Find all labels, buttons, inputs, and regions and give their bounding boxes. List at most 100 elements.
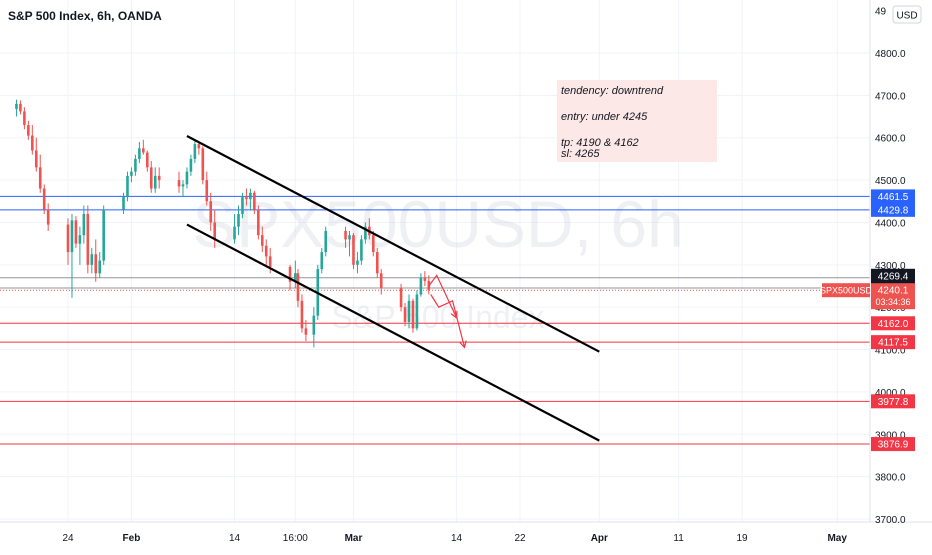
forecast-arrow-2[interactable] [430,294,466,348]
candle-body [15,103,18,109]
candle-body [411,300,415,329]
candle-body [288,266,292,282]
candle [130,167,133,183]
candlesticks [15,99,431,348]
candle-body [82,213,86,236]
level-label: 3977.8 [878,397,909,408]
candle [237,205,240,236]
candle [86,205,90,274]
candle-body [344,230,347,240]
level-label: 4461.5 [878,192,909,203]
candle [403,302,407,327]
candle-body [78,235,82,244]
note-line-1: tendency: downtrend [561,85,664,97]
candle-body [233,226,236,240]
level-label-bg [871,437,915,452]
candle-body [27,125,30,136]
candle-body [42,188,46,210]
candle-body [320,252,324,270]
level-label-bg [871,189,915,204]
candle-body [348,235,351,240]
watermark: SPX500USD, 6h S&P 500 Index [192,187,684,335]
candle-body [34,150,38,168]
candle [82,205,86,244]
x-tick-label: 11 [673,533,684,544]
candle-body [146,152,149,168]
currency-button-label[interactable]: USD [896,11,917,22]
candle-body [189,158,193,172]
candle [149,161,153,193]
level-label: 4117.5 [878,338,908,349]
candle [19,100,22,115]
candle [126,171,129,202]
candle [249,188,252,210]
channel-upper-line[interactable] [186,135,600,353]
candle [31,125,34,155]
candle [360,235,363,265]
forecast-arrow-2-head [459,340,467,349]
candle [312,307,316,348]
candle [296,269,300,308]
y-tick-label: 3900.0 [875,430,906,441]
candle [372,230,375,257]
y-tick-label: 4800.0 [875,49,906,60]
candle [70,213,74,298]
channel-lower-line[interactable] [186,223,600,442]
candle-body [407,300,411,323]
candle-body [294,273,297,282]
candle-body [130,171,133,176]
candle [419,273,423,297]
candle [209,192,213,231]
candle-body [201,148,205,181]
x-tick-label: 16:00 [283,533,308,544]
candle [134,154,137,176]
note-line-3: tp: 4190 & 4162 [561,137,639,149]
candle-body [375,252,379,274]
candle [348,230,351,257]
candle [260,226,264,253]
candle [157,167,161,189]
candle-body [403,307,407,323]
note-line-4: sl: 4265 [561,148,600,160]
candle [185,167,189,189]
forecast-arrow-1[interactable] [428,274,458,319]
x-tick-label: 22 [514,533,526,544]
y-tick-label: 4400.0 [875,218,906,229]
candle-body [70,220,74,253]
candle-body [245,197,248,200]
candle [66,218,70,265]
candle-body [419,277,423,295]
candle-body [264,245,268,257]
candle [74,216,78,248]
y-tick-label: 3700.0 [875,515,906,526]
currency-button[interactable]: USD [892,5,922,24]
countdown-label: 03:34:36 [875,297,910,307]
horizontal-levels[interactable] [0,195,870,445]
symbol-title[interactable]: S&P 500 Index, 6h, OANDA [8,9,162,23]
candle [181,180,185,198]
drawings[interactable] [186,135,600,442]
y-tick-label: 4600.0 [875,134,906,145]
candle-body [86,213,90,265]
candle-body [126,175,129,198]
candle-body [19,103,22,112]
candle [23,107,26,130]
candle [193,139,197,164]
candle [201,146,205,185]
candle-body [138,148,141,159]
candle-body [249,192,252,200]
candle-body [122,197,125,210]
trade-note[interactable]: tendency: downtrend entry: under 4245 tp… [557,80,717,162]
candle [364,222,367,244]
candle [122,192,125,214]
candle [264,239,268,265]
note-background [557,80,717,162]
time-axis[interactable]: 24 Feb 14 16:00 Mar 14 22 Apr 11 19 May [62,533,847,544]
candle [38,154,42,193]
x-tick-label: Mar [345,533,363,544]
y-tick-label: 4100.0 [875,346,906,357]
symbol-tag: SPX500USD [820,286,873,296]
currency-button-frame[interactable] [892,5,922,24]
